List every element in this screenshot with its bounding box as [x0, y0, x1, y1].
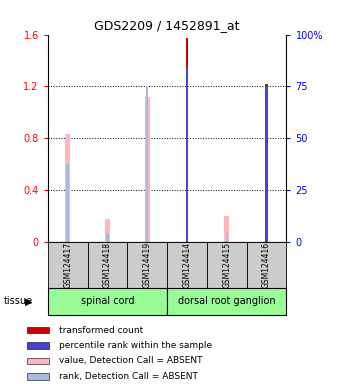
Text: ▶: ▶ [25, 296, 33, 306]
Text: GSM124419: GSM124419 [143, 242, 152, 288]
Text: GSM124417: GSM124417 [63, 242, 72, 288]
Bar [167, 288, 286, 315]
Bar [105, 218, 110, 242]
Bar [207, 242, 247, 288]
Bar [127, 242, 167, 288]
Bar [186, 67, 188, 242]
Text: GSM124415: GSM124415 [222, 242, 231, 288]
Bar [27, 327, 49, 333]
Bar [48, 242, 88, 288]
Bar [146, 86, 148, 242]
Bar [27, 343, 49, 349]
Bar [265, 86, 268, 242]
Text: rank, Detection Call = ABSENT: rank, Detection Call = ABSENT [59, 372, 197, 381]
Text: GSM124416: GSM124416 [262, 242, 271, 288]
Bar [65, 134, 70, 242]
Bar [27, 373, 49, 379]
Bar [88, 242, 127, 288]
Bar [224, 216, 229, 242]
Bar [48, 288, 167, 315]
Text: transformed count: transformed count [59, 326, 143, 335]
Bar [226, 233, 228, 242]
Text: percentile rank within the sample: percentile rank within the sample [59, 341, 212, 350]
Bar [27, 358, 49, 364]
Text: spinal cord: spinal cord [81, 296, 134, 306]
Text: dorsal root ganglion: dorsal root ganglion [178, 296, 276, 306]
Text: GSM124418: GSM124418 [103, 242, 112, 288]
Title: GDS2209 / 1452891_at: GDS2209 / 1452891_at [94, 19, 240, 32]
Bar [145, 97, 150, 242]
Bar [186, 38, 188, 242]
Text: tissue: tissue [3, 296, 32, 306]
Text: value, Detection Call = ABSENT: value, Detection Call = ABSENT [59, 356, 202, 366]
Bar [66, 164, 69, 242]
Bar [106, 233, 108, 242]
Bar [247, 242, 286, 288]
Bar [167, 242, 207, 288]
Bar [265, 84, 268, 242]
Text: GSM124414: GSM124414 [182, 242, 192, 288]
